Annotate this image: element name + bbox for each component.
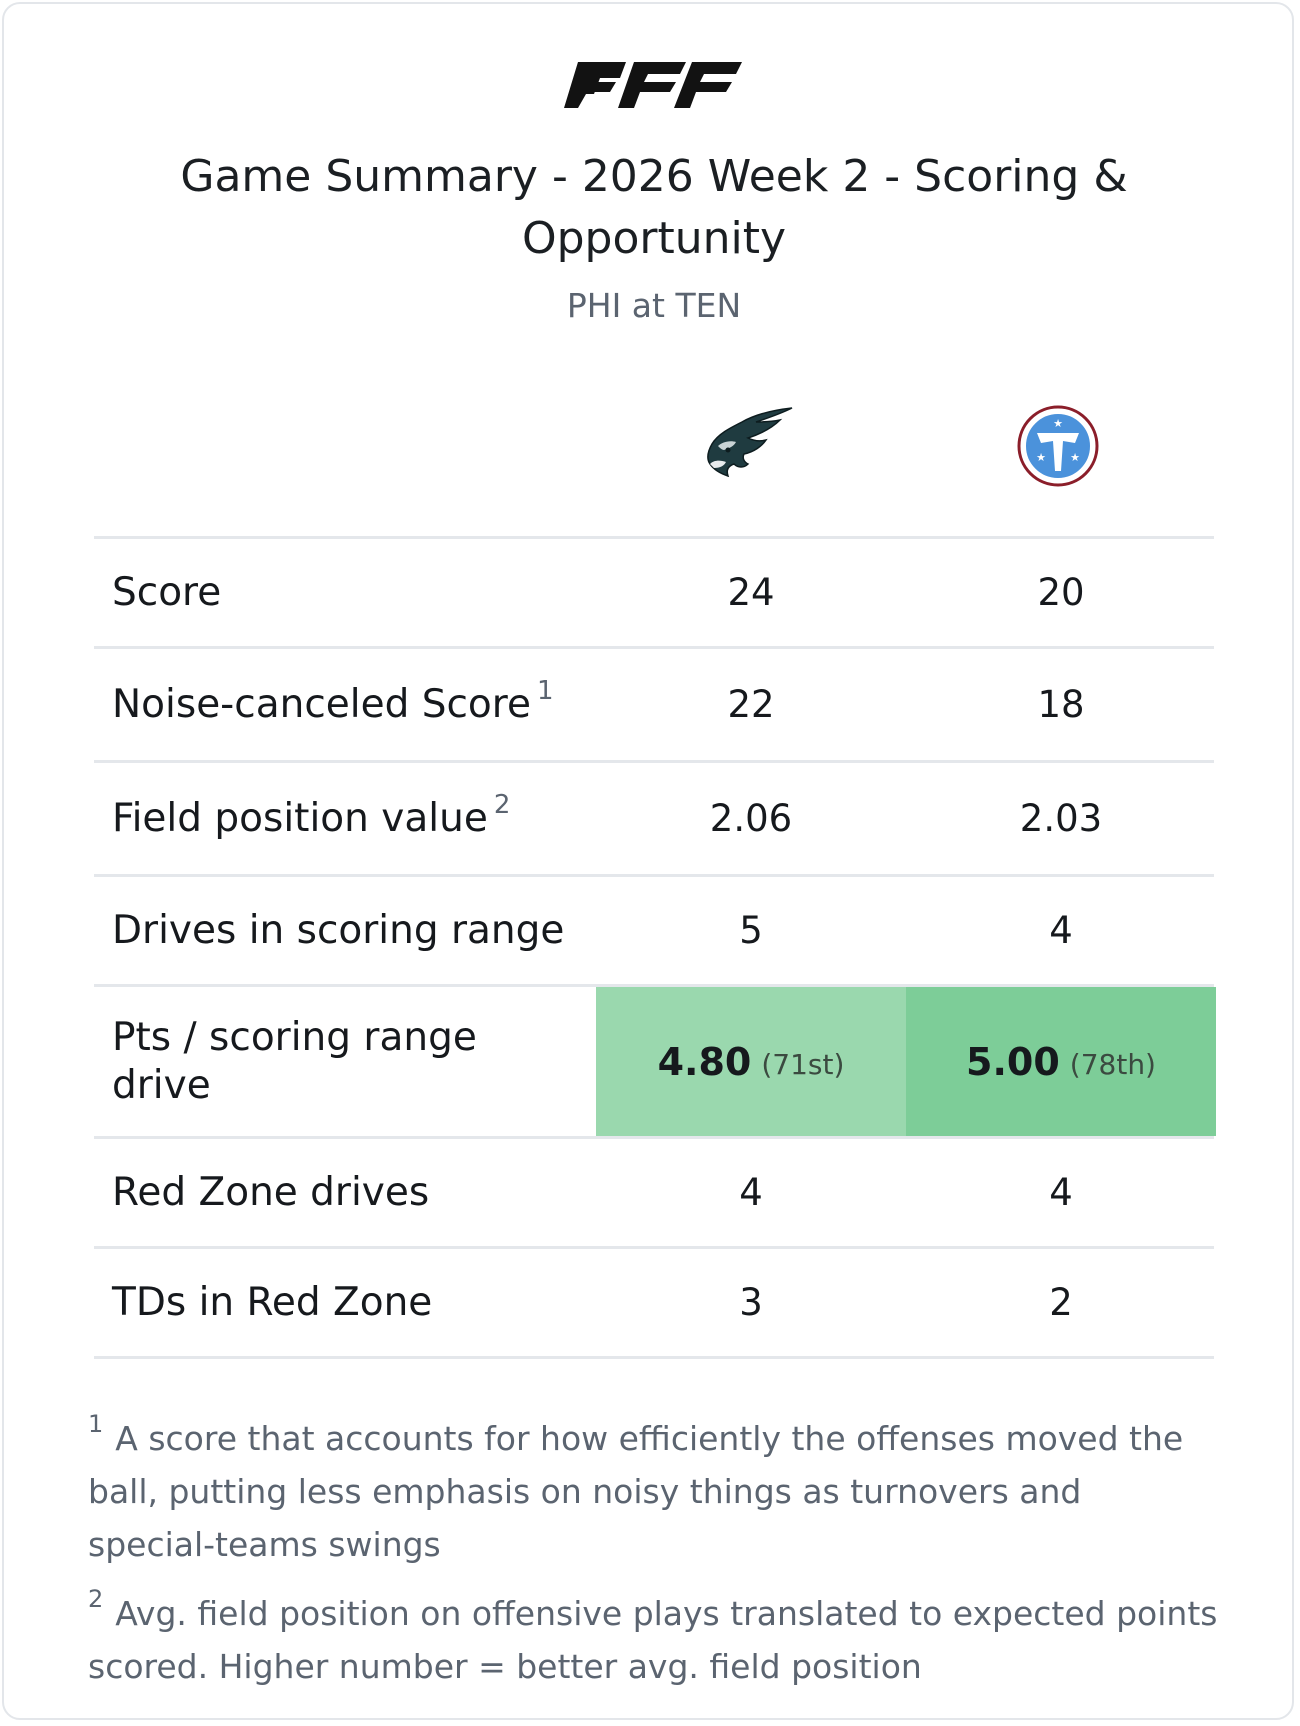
home-value: 4 bbox=[1049, 1171, 1073, 1214]
table-row: Drives in scoring range 5 4 bbox=[94, 877, 1214, 987]
home-value: 2.03 bbox=[1019, 797, 1103, 840]
away-value-highlighted: 4.80 (71st) bbox=[596, 987, 906, 1136]
away-value: 3 bbox=[739, 1281, 763, 1324]
percentile-rank: (78th) bbox=[1069, 1048, 1156, 1081]
table-row: Pts / scoring range drive 4.80 (71st) 5.0… bbox=[94, 987, 1216, 1139]
away-value: 22 bbox=[727, 683, 775, 726]
stats-table: Score 24 20 Noise-canceled Score 1 22 18 … bbox=[94, 536, 1216, 1359]
titans-t-logo-icon: ★ ★ ★ bbox=[1017, 405, 1099, 487]
eagle-head-icon bbox=[707, 407, 793, 478]
table-row: Score 24 20 bbox=[94, 539, 1214, 649]
row-label: TDs in Red Zone bbox=[112, 1279, 433, 1325]
table-row: TDs in Red Zone 3 2 bbox=[94, 1249, 1214, 1359]
footnote-marker: 2 bbox=[493, 789, 511, 820]
percentile-rank: (71st) bbox=[761, 1048, 845, 1081]
footnote-marker: 1 bbox=[536, 675, 554, 706]
away-value: 4 bbox=[739, 1171, 763, 1214]
home-value-highlighted: 5.00 (78th) bbox=[906, 987, 1216, 1136]
svg-text:★: ★ bbox=[1053, 417, 1063, 430]
home-value: 20 bbox=[1037, 571, 1085, 614]
away-value: 2.06 bbox=[709, 797, 793, 840]
svg-text:★: ★ bbox=[1036, 451, 1046, 464]
row-label: Drives in scoring range bbox=[112, 907, 565, 953]
table-row: Field position value 2 2.06 2.03 bbox=[94, 763, 1214, 877]
footnote-2: 2 Avg. field position on offensive plays … bbox=[88, 1585, 1218, 1686]
home-value: 4 bbox=[1049, 909, 1073, 952]
row-label: Score bbox=[112, 569, 222, 615]
away-value: 5 bbox=[739, 909, 763, 952]
away-value: 24 bbox=[727, 571, 775, 614]
row-label: Red Zone drives bbox=[112, 1169, 430, 1215]
row-label: Noise-canceled Score 1 bbox=[112, 649, 582, 760]
row-label: Field position value 2 bbox=[112, 763, 582, 874]
page-title: Game Summary - 2026 Week 2 - Scoring & O… bbox=[180, 151, 1128, 264]
home-value: 2 bbox=[1049, 1281, 1073, 1324]
svg-text:★: ★ bbox=[1070, 451, 1080, 464]
row-label: Pts / scoring range drive bbox=[112, 1014, 477, 1108]
table-row: Noise-canceled Score 1 22 18 bbox=[94, 649, 1214, 763]
pff-logo bbox=[564, 62, 742, 108]
home-value: 18 bbox=[1037, 683, 1085, 726]
matchup-subtitle: PHI at TEN bbox=[566, 286, 742, 325]
table-row: Red Zone drives 4 4 bbox=[94, 1139, 1214, 1249]
